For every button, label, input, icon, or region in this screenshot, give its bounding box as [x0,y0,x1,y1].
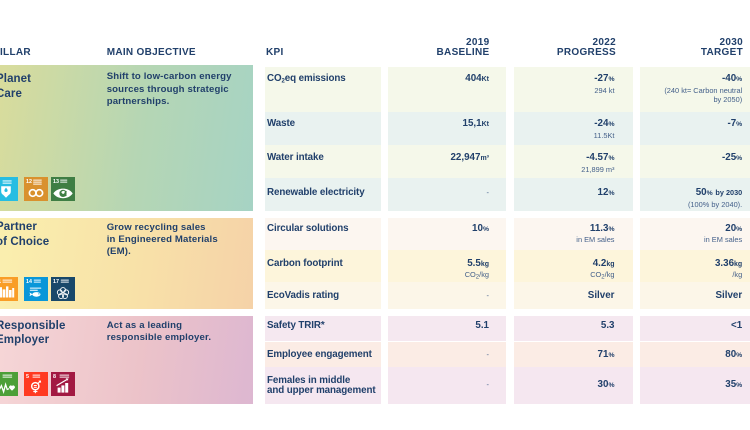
svg-text:12: 12 [26,179,32,185]
svg-text:5: 5 [26,374,29,380]
svg-text:17: 17 [53,279,59,285]
svg-text:13: 13 [53,179,59,185]
svg-text:11: 11 [0,279,1,285]
svg-text:14: 14 [26,279,32,285]
svg-text:8: 8 [53,374,56,380]
